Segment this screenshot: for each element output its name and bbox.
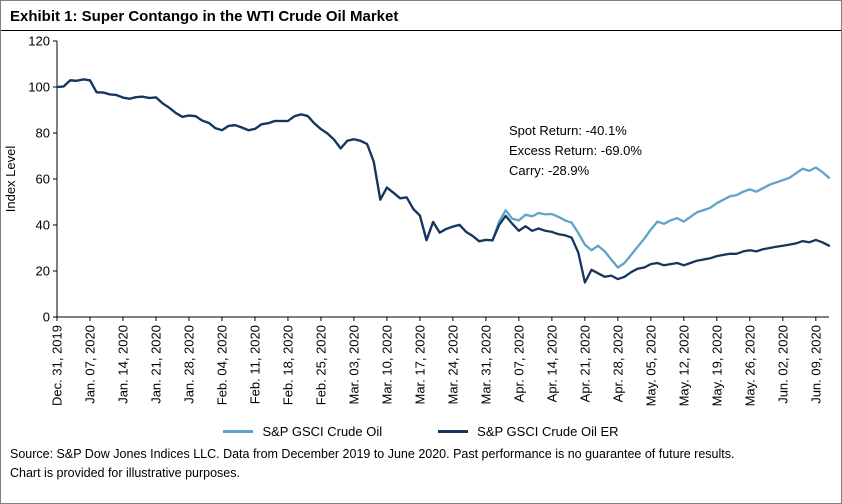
legend-item-crude-oil: S&P GSCI Crude Oil — [223, 424, 382, 439]
x-tick-label: Feb. 18, 2020 — [280, 325, 295, 405]
x-tick-label: Jan. 28, 2020 — [181, 325, 196, 404]
chart-area: 0 20 40 60 80 100 120 Dec. 31, 2019 Jan. 07, 202… — [1, 31, 841, 423]
x-tick-label: Mar. 10, 2020 — [379, 325, 394, 405]
y-tick-label: 60 — [36, 172, 50, 187]
line-chart: 0 20 40 60 80 100 120 Dec. 31, 2019 Jan. 07, 202… — [3, 34, 831, 406]
x-tick-label: May. 19, 2020 — [709, 325, 724, 406]
x-tick-label: Jan. 14, 2020 — [115, 325, 130, 404]
legend-swatch-crude-oil-er — [438, 430, 469, 433]
legend-label-crude-oil: S&P GSCI Crude Oil — [262, 424, 383, 439]
x-tick-label: Feb. 04, 2020 — [214, 325, 229, 405]
x-tick-label: Jan. 21, 2020 — [148, 325, 163, 404]
x-tick-label: Apr. 21, 2020 — [577, 325, 592, 402]
x-tick-label: Mar. 03, 2020 — [346, 325, 361, 405]
x-tick-label: Feb. 25, 2020 — [313, 325, 328, 405]
source-note: Source: S&P Dow Jones Indices LLC. Data … — [1, 443, 841, 487]
source-line-1: Source: S&P Dow Jones Indices LLC. Data … — [10, 447, 735, 461]
x-tick-label: Apr. 14, 2020 — [544, 325, 559, 402]
series-line-0 — [55, 78, 831, 269]
x-tick-label: Feb. 11, 2020 — [247, 325, 262, 404]
annotation-excess-return: Excess Return: -69.0% — [509, 143, 642, 158]
x-tick-label: Apr. 07, 2020 — [511, 325, 526, 402]
legend-swatch-crude-oil — [223, 430, 254, 433]
y-tick-label: 20 — [36, 264, 50, 279]
legend-item-crude-oil-er: S&P GSCI Crude Oil ER — [438, 424, 619, 439]
x-tick-label: Jun. 02, 2020 — [775, 325, 790, 404]
x-tick-label: Dec. 31, 2019 — [50, 325, 65, 406]
legend-label-crude-oil-er: S&P GSCI Crude Oil ER — [477, 424, 619, 439]
annotation-carry: Carry: -28.9% — [509, 163, 590, 178]
y-tick-label: 40 — [36, 218, 50, 233]
y-tick-label: 80 — [36, 126, 50, 141]
x-tick-label: Mar. 17, 2020 — [412, 325, 427, 405]
annotation-spot-return: Spot Return: -40.1% — [509, 123, 627, 138]
x-tick-label: Mar. 31, 2020 — [478, 325, 493, 405]
x-tick-label: May. 05, 2020 — [643, 325, 658, 406]
x-tick-label: Mar. 24, 2020 — [445, 325, 460, 405]
y-tick-label: 120 — [28, 34, 50, 49]
x-tick-label: Jan. 07, 2020 — [82, 325, 97, 404]
chart-title: Exhibit 1: Super Contango in the WTI Cru… — [1, 1, 841, 31]
source-line-2: Chart is provided for illustrative purpo… — [10, 465, 240, 480]
x-tick-label: May. 26, 2020 — [742, 325, 757, 406]
y-tick-label: 100 — [28, 80, 50, 95]
x-tick-label: May. 12, 2020 — [676, 325, 691, 406]
y-tick-label: 0 — [43, 310, 50, 325]
x-tick-label: Apr. 28, 2020 — [610, 325, 625, 402]
y-axis-title: Index Level — [3, 146, 18, 213]
legend: S&P GSCI Crude Oil S&P GSCI Crude Oil ER — [1, 423, 841, 443]
series-line-1 — [55, 78, 831, 284]
x-tick-label: Jun. 09, 2020 — [808, 325, 823, 404]
annotation-returns: Spot Return: -40.1% Excess Return: -69.0… — [509, 121, 642, 181]
